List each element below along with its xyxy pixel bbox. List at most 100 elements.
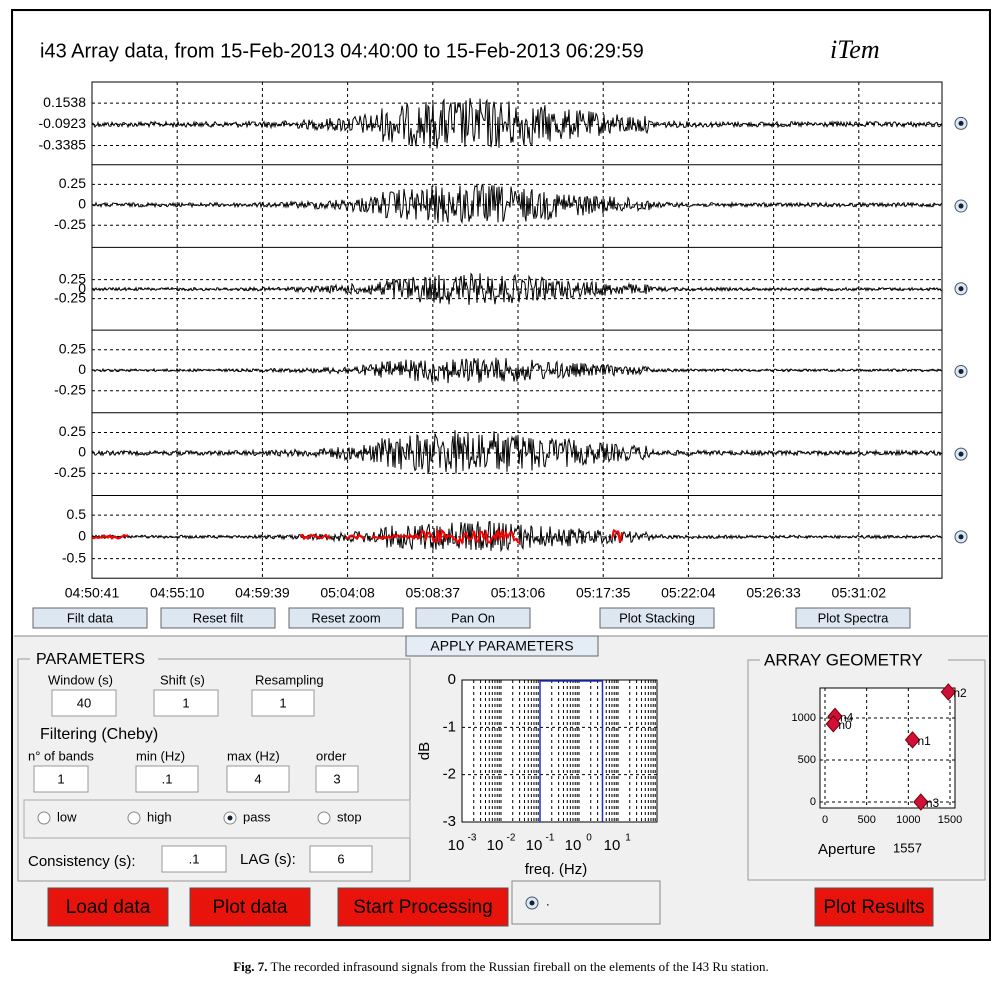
y-tick-label: 0 <box>448 671 456 688</box>
field-box[interactable] <box>315 765 359 793</box>
radio[interactable] <box>37 811 51 825</box>
x-tick-label: 10 <box>565 837 582 854</box>
field-box[interactable] <box>51 689 117 717</box>
text-field[interactable]: 4 <box>226 765 290 793</box>
y-tick-label: 0.1538 <box>43 94 86 110</box>
y-tick-label: -0.0923 <box>39 115 87 131</box>
field-box[interactable] <box>251 689 315 717</box>
y-tick-label: 0.25 <box>59 423 86 439</box>
field-value[interactable]: .1 <box>162 771 173 786</box>
radio-label[interactable]: high <box>147 809 172 824</box>
field-value[interactable]: 1 <box>57 771 64 786</box>
button-label[interactable]: Plot data <box>213 897 288 918</box>
button[interactable]: Pan On <box>415 607 531 629</box>
button-face[interactable] <box>288 607 404 629</box>
y-tick-label: 0 <box>78 196 86 212</box>
radio-dot[interactable] <box>958 286 964 292</box>
x-tick-label: 04:50:41 <box>65 585 120 601</box>
field-box[interactable] <box>226 765 290 793</box>
window-title: i43 Array data, from 15-Feb-2013 04:40:0… <box>40 40 644 62</box>
waveform-highlight <box>299 533 331 541</box>
button-face[interactable] <box>337 887 509 927</box>
caption-text: The recorded infrasound signals from the… <box>271 959 769 974</box>
filter-radio[interactable]: stop <box>317 809 362 825</box>
action-button[interactable]: Start Processing <box>337 887 509 927</box>
radio-dot[interactable] <box>958 203 964 209</box>
text-field[interactable]: 1 <box>153 689 219 717</box>
button[interactable]: Plot Spectra <box>795 607 911 629</box>
text-field[interactable]: 1 <box>251 689 315 717</box>
radio-dot[interactable] <box>227 815 233 821</box>
button[interactable]: APPLY PARAMETERS <box>405 635 599 657</box>
filter-radio[interactable]: high <box>127 809 172 825</box>
button[interactable]: Reset filt <box>160 607 276 629</box>
text-field[interactable]: .1 <box>135 765 199 793</box>
channel-radio[interactable] <box>954 530 968 544</box>
y-tick-label: 0.25 <box>59 270 86 286</box>
field-value[interactable]: 3 <box>333 771 340 786</box>
channel-radio[interactable] <box>954 282 968 296</box>
button[interactable]: Plot Stacking <box>599 607 715 629</box>
text-field[interactable]: 1 <box>33 765 89 793</box>
button-label[interactable]: Reset filt <box>193 610 244 625</box>
logo: iTem <box>830 35 880 64</box>
button-face[interactable] <box>160 607 276 629</box>
text-field[interactable]: 6 <box>309 845 373 873</box>
field-box[interactable] <box>153 689 219 717</box>
action-button[interactable]: Plot Results <box>814 887 934 927</box>
radio-dot[interactable] <box>958 451 964 457</box>
radio[interactable] <box>127 811 141 825</box>
y-tick-label: 0 <box>78 280 86 296</box>
button-face[interactable] <box>795 607 911 629</box>
radio-dot[interactable] <box>958 120 964 126</box>
text-field[interactable]: 40 <box>51 689 117 717</box>
radio-label[interactable]: stop <box>337 809 362 824</box>
field-box[interactable] <box>135 765 199 793</box>
field-value[interactable]: 40 <box>77 695 91 710</box>
button-label[interactable]: Load data <box>66 897 151 918</box>
button[interactable]: Filt data <box>32 607 148 629</box>
radio-label[interactable]: pass <box>243 809 271 824</box>
button-face[interactable] <box>189 887 311 927</box>
button-label[interactable]: Pan On <box>451 610 495 625</box>
button-face[interactable] <box>405 635 599 657</box>
text-field[interactable]: 3 <box>315 765 359 793</box>
button-face[interactable] <box>599 607 715 629</box>
channel-radio[interactable] <box>954 364 968 378</box>
text-field[interactable]: .1 <box>161 845 227 873</box>
action-button[interactable]: Load data <box>47 887 169 927</box>
radio[interactable] <box>317 811 331 825</box>
button-label[interactable]: Start Processing <box>353 897 492 918</box>
button-label[interactable]: Plot Results <box>823 897 924 918</box>
channel-radio[interactable] <box>954 199 968 213</box>
button-label[interactable]: APPLY PARAMETERS <box>430 638 573 654</box>
action-button[interactable]: Plot data <box>189 887 311 927</box>
field-box[interactable] <box>33 765 89 793</box>
field-value[interactable]: 1 <box>182 695 189 710</box>
radio-label[interactable]: low <box>57 809 77 824</box>
filter-radio[interactable]: low <box>37 809 77 825</box>
channel-radio[interactable] <box>954 116 968 130</box>
field-box[interactable] <box>309 845 373 873</box>
field-value[interactable]: 1 <box>279 695 286 710</box>
field-box[interactable] <box>161 845 227 873</box>
button[interactable]: Reset zoom <box>288 607 404 629</box>
station-label: n1 <box>918 734 932 748</box>
filter-radio[interactable]: pass <box>223 809 271 825</box>
button-face[interactable] <box>47 887 169 927</box>
button-face[interactable] <box>415 607 531 629</box>
radio-dot[interactable] <box>958 534 964 540</box>
field-value[interactable]: 4 <box>254 771 261 786</box>
field-value[interactable]: 6 <box>337 851 344 866</box>
y-tick-label: -1 <box>443 718 456 735</box>
button-label[interactable]: Filt data <box>67 610 114 625</box>
button-label[interactable]: Plot Spectra <box>818 610 890 625</box>
field-value[interactable]: .1 <box>189 851 200 866</box>
button-face[interactable] <box>814 887 934 927</box>
button-label[interactable]: Plot Stacking <box>619 610 695 625</box>
button-label[interactable]: Reset zoom <box>311 610 380 625</box>
radio-dot[interactable] <box>958 368 964 374</box>
channel-radio[interactable] <box>954 447 968 461</box>
button-face[interactable] <box>32 607 148 629</box>
